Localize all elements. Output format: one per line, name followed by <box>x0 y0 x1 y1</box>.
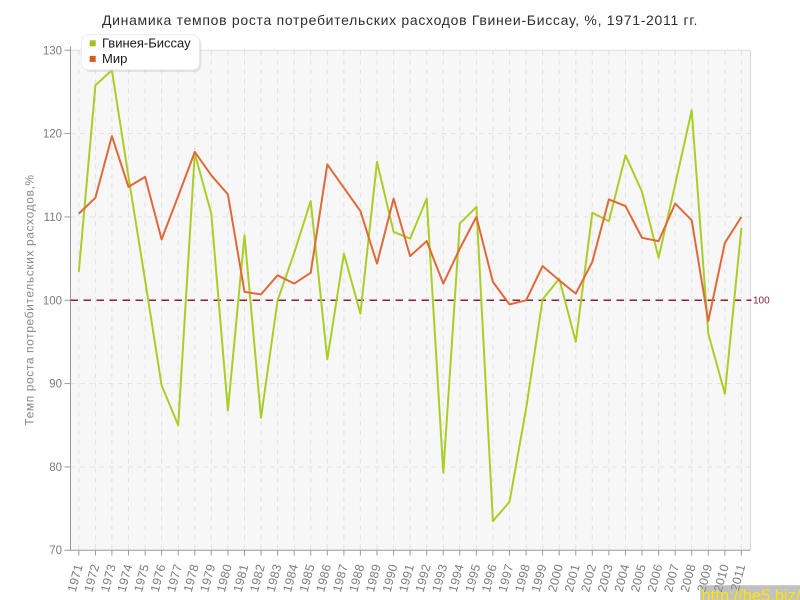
svg-text:90: 90 <box>49 379 62 391</box>
svg-text:100: 100 <box>753 296 770 307</box>
svg-text:Темп роста потребительских рас: Темп роста потребительских расходов,% <box>23 174 37 425</box>
svg-text:2011: 2011 <box>728 563 749 593</box>
svg-text:110: 110 <box>44 212 62 224</box>
svg-text:120: 120 <box>43 129 62 141</box>
svg-text:100: 100 <box>43 295 62 307</box>
svg-text:70: 70 <box>49 545 62 557</box>
svg-text:Гвинея-Биссау: Гвинея-Биссау <box>102 36 191 51</box>
svg-text:130: 130 <box>43 45 62 57</box>
svg-text:Динамика темпов роста потребит: Динамика темпов роста потребительских ра… <box>102 12 698 28</box>
svg-text:http://be5.biz/: http://be5.biz/ <box>702 587 800 600</box>
svg-text:Мир: Мир <box>102 51 127 66</box>
svg-text:80: 80 <box>49 462 62 474</box>
